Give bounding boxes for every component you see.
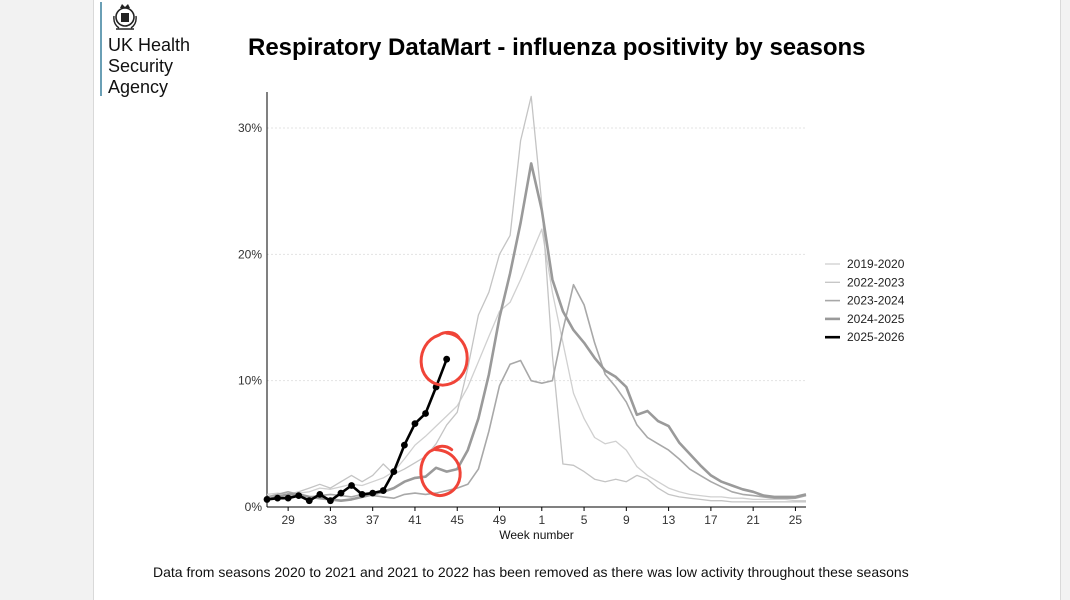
data-point-2025-2026 — [411, 420, 419, 428]
data-point-2025-2026 — [422, 410, 429, 417]
data-point-2025-2026 — [358, 490, 366, 498]
org-name-line-1: UK Health — [108, 35, 191, 55]
series-line-2023-2024 — [266, 283, 807, 500]
x-tick-label: 45 — [451, 513, 465, 527]
x-tick-label: 13 — [662, 513, 676, 527]
x-tick-label: 49 — [493, 513, 507, 527]
annotation-circle-upper — [419, 330, 469, 387]
legend-label: 2019-2020 — [847, 257, 905, 271]
x-tick-label: 21 — [746, 513, 760, 527]
x-tick-label: 1 — [538, 513, 545, 527]
footnote: Data from seasons 2020 to 2021 and 2021 … — [153, 564, 909, 580]
slide-page — [93, 0, 1061, 600]
legend-label: 2022-2023 — [847, 275, 905, 289]
series-line-2024-2025 — [266, 162, 807, 503]
data-point-2025-2026 — [348, 482, 355, 489]
y-tick-label: 20% — [238, 247, 262, 261]
x-tick-label: 17 — [704, 513, 718, 527]
y-tick-label: 0% — [245, 500, 263, 514]
x-tick-label: 37 — [366, 513, 380, 527]
series-line-2019-2020 — [266, 228, 806, 502]
data-point-2025-2026 — [369, 489, 377, 497]
legend-label: 2025-2026 — [847, 330, 905, 344]
data-point-2025-2026 — [295, 492, 303, 500]
legend-label: 2023-2024 — [847, 294, 905, 308]
x-tick-label: 9 — [623, 513, 630, 527]
logo-divider — [100, 2, 102, 96]
org-name-line-3: Agency — [108, 77, 169, 97]
ukhsa-logo: UK Health Security Agency — [100, 2, 230, 98]
data-point-2025-2026 — [327, 497, 334, 505]
x-tick-label: 41 — [408, 513, 422, 527]
annotation-circle-lower — [419, 444, 462, 498]
x-tick-label: 29 — [281, 513, 295, 527]
series-line-2022-2023 — [266, 95, 806, 503]
x-tick-label: 25 — [789, 513, 803, 527]
data-point-2025-2026 — [284, 494, 292, 502]
data-point-2025-2026 — [443, 355, 451, 363]
data-point-2025-2026 — [316, 490, 324, 498]
data-point-2025-2026 — [274, 494, 281, 502]
y-tick-label: 10% — [238, 374, 262, 388]
royal-crest-icon — [113, 4, 137, 30]
data-point-2025-2026 — [337, 489, 345, 497]
data-point-2025-2026 — [305, 497, 313, 505]
x-tick-label: 5 — [581, 513, 588, 527]
x-tick-label: 33 — [324, 513, 338, 527]
chart-title: Respiratory DataMart - influenza positiv… — [248, 34, 866, 61]
y-tick-label: 30% — [238, 121, 262, 135]
data-point-2025-2026 — [390, 468, 398, 476]
org-name: UK Health Security Agency — [108, 35, 190, 98]
data-point-2025-2026 — [379, 487, 387, 494]
legend-label: 2024-2025 — [847, 312, 905, 326]
data-point-2025-2026 — [400, 441, 408, 449]
data-point-2025-2026 — [263, 496, 271, 503]
org-name-line-2: Security — [108, 56, 174, 76]
x-axis-label: Week number — [499, 528, 573, 542]
